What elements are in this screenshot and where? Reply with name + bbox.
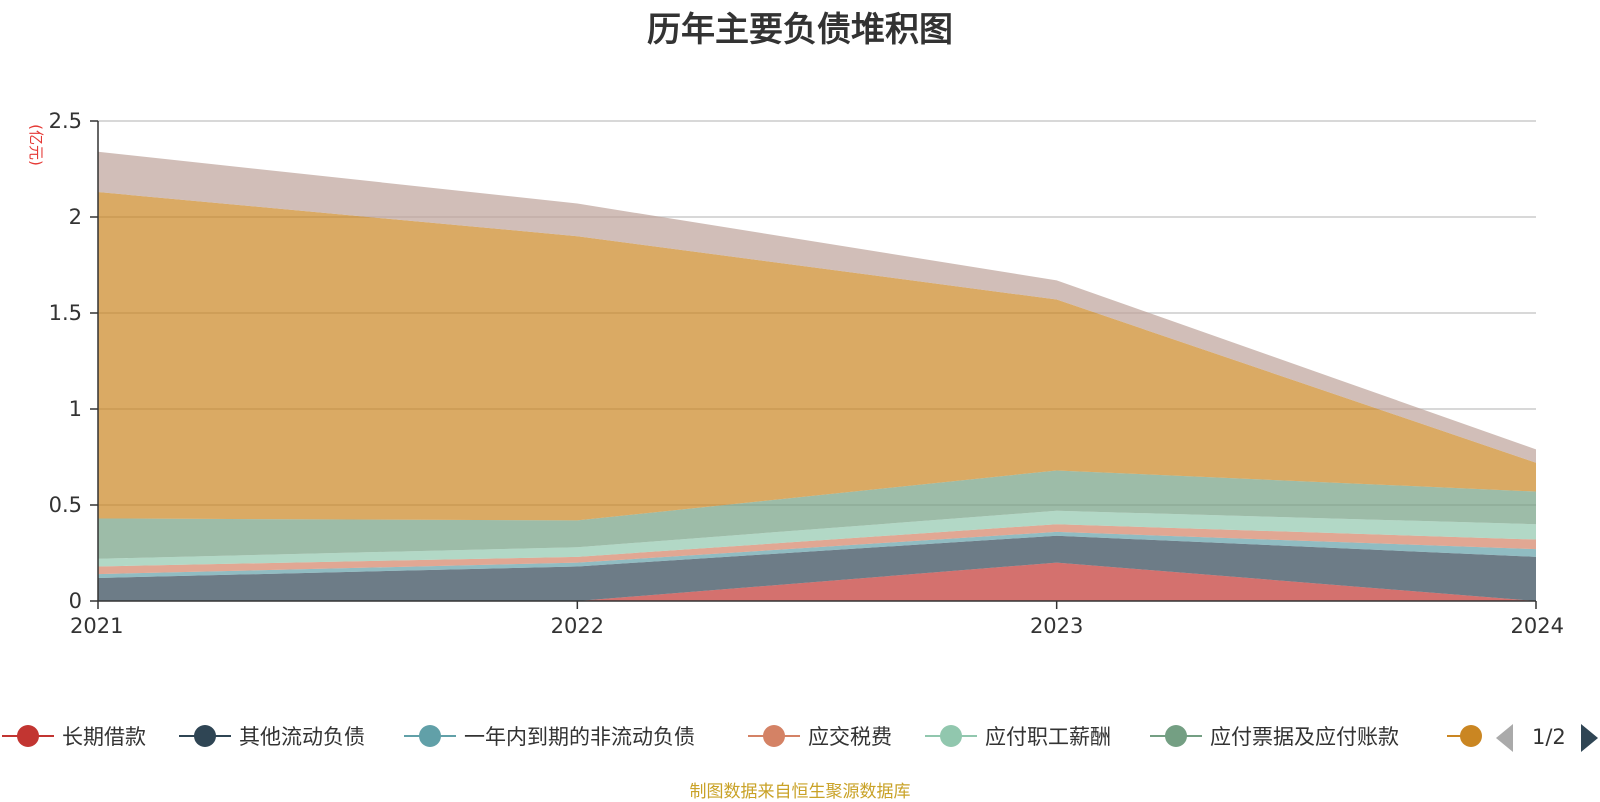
legend-label: 应付票据及应付账款 bbox=[1210, 725, 1399, 749]
area-series-7[interactable] bbox=[98, 151, 1536, 463]
area-series-4[interactable] bbox=[98, 510, 1536, 567]
y-axis-unit: (亿元) bbox=[27, 124, 45, 166]
area-series-1[interactable] bbox=[98, 535, 1536, 601]
legend-label: 应付职工薪酬 bbox=[985, 725, 1111, 749]
y-tick-label: 1.5 bbox=[49, 301, 82, 325]
legend-marker-icon bbox=[179, 724, 231, 748]
legend-marker-icon bbox=[1447, 724, 1482, 748]
chart-title: 历年主要负债堆积图 bbox=[647, 10, 953, 50]
legend-marker-icon bbox=[2, 724, 54, 748]
legend-prev-page-icon[interactable] bbox=[1496, 724, 1513, 752]
legend-marker-icon bbox=[748, 724, 800, 748]
legend-marker-icon bbox=[404, 724, 456, 748]
area-series-5[interactable] bbox=[98, 470, 1536, 559]
y-tick-label: 1 bbox=[69, 397, 82, 421]
y-tick-label: 2.5 bbox=[49, 109, 82, 133]
legend-item-3[interactable]: 应交税费 bbox=[748, 718, 892, 754]
legend-item-5[interactable]: 应付票据及应付账款 bbox=[1150, 718, 1399, 754]
x-tick-label: 2022 bbox=[551, 614, 604, 638]
legend-marker-icon bbox=[925, 724, 977, 748]
y-tick-label: 0.5 bbox=[49, 493, 82, 517]
legend-marker-icon bbox=[1150, 724, 1202, 748]
axes: 0 0.5 1 1.5 2 2.5 2021 2022 2023 2024 bbox=[49, 109, 1564, 638]
legend-label: 其他流动负债 bbox=[239, 725, 365, 749]
x-tick-label: 2021 bbox=[70, 614, 123, 638]
legend-item-4[interactable]: 应付职工薪酬 bbox=[925, 718, 1111, 754]
area-series-0[interactable] bbox=[98, 562, 1536, 601]
legend-item-1[interactable]: 其他流动负债 bbox=[179, 718, 365, 754]
legend: 长期借款 其他流动负债 一年内到期的非流动负债 应交税费 应付职工薪酬 应付票据及应付账款 bbox=[0, 718, 1600, 754]
legend-label: 一年内到期的非流动负债 bbox=[464, 725, 695, 749]
legend-label: 长期借款 bbox=[62, 725, 146, 749]
legend-item-6[interactable] bbox=[1447, 718, 1489, 754]
legend-item-2[interactable]: 一年内到期的非流动负债 bbox=[404, 718, 695, 754]
legend-next-page-icon[interactable] bbox=[1581, 724, 1598, 752]
x-tick-label: 2023 bbox=[1030, 614, 1083, 638]
legend-label: 应交税费 bbox=[808, 725, 892, 749]
data-source-note: 制图数据来自恒生聚源数据库 bbox=[689, 782, 911, 802]
area-series-6[interactable] bbox=[98, 192, 1536, 521]
legend-page-indicator: 1/2 bbox=[1532, 725, 1566, 749]
chart-plot: 0 0.5 1 1.5 2 2.5 2021 2022 2023 2024 (亿元) bbox=[27, 109, 1564, 638]
x-tick-label: 2024 bbox=[1511, 614, 1564, 638]
y-tick-label: 0 bbox=[69, 589, 82, 613]
y-tick-label: 2 bbox=[69, 205, 82, 229]
area-series-2[interactable] bbox=[98, 531, 1536, 578]
stacked-areas bbox=[98, 151, 1536, 601]
legend-pager: 1/2 bbox=[1496, 720, 1600, 754]
area-series-3[interactable] bbox=[98, 524, 1536, 575]
legend-item-0[interactable]: 长期借款 bbox=[2, 718, 146, 754]
